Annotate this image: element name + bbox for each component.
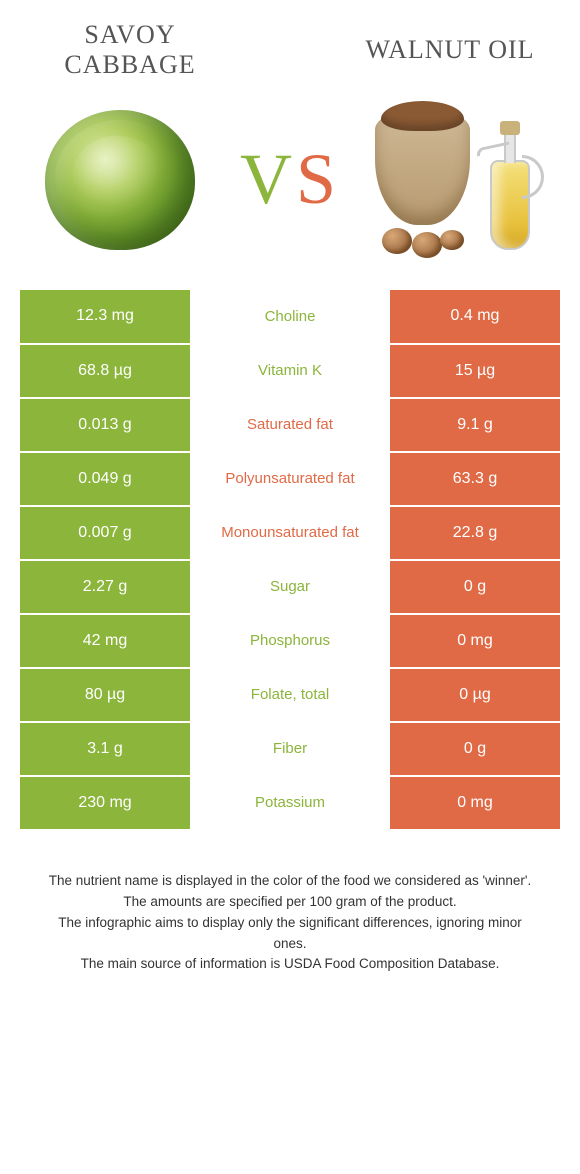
table-row: 3.1 gFiber0 g (20, 722, 560, 776)
footer-line-1: The nutrient name is displayed in the co… (40, 871, 540, 892)
right-value-cell: 0 g (390, 722, 560, 776)
right-value-cell: 63.3 g (390, 452, 560, 506)
left-value-cell: 2.27 g (20, 560, 190, 614)
nutrient-table: 12.3 mgCholine0.4 mg68.8 µgVitamin K15 µ… (20, 290, 560, 831)
left-food-image (30, 100, 210, 260)
left-value-cell: 42 mg (20, 614, 190, 668)
nutrient-name-cell: Monounsaturated fat (190, 506, 390, 560)
right-value-cell: 0.4 mg (390, 290, 560, 344)
right-value-cell: 9.1 g (390, 398, 560, 452)
nutrient-name-cell: Sugar (190, 560, 390, 614)
right-value-cell: 15 µg (390, 344, 560, 398)
table-row: 68.8 µgVitamin K15 µg (20, 344, 560, 398)
footer-line-2: The amounts are specified per 100 gram o… (40, 892, 540, 913)
right-value-cell: 0 µg (390, 668, 560, 722)
nutrient-name-cell: Potassium (190, 776, 390, 830)
table-row: 2.27 gSugar0 g (20, 560, 560, 614)
vs-v: V (240, 139, 296, 219)
table-row: 0.013 gSaturated fat9.1 g (20, 398, 560, 452)
right-value-cell: 0 g (390, 560, 560, 614)
left-value-cell: 0.007 g (20, 506, 190, 560)
left-value-cell: 0.013 g (20, 398, 190, 452)
left-food-title: Savoy cabbage (30, 20, 230, 80)
nutrient-name-cell: Phosphorus (190, 614, 390, 668)
table-row: 0.049 gPolyunsaturated fat63.3 g (20, 452, 560, 506)
walnut-oil-icon (370, 100, 550, 260)
vs-label: VS (240, 138, 340, 221)
table-row: 230 mgPotassium0 mg (20, 776, 560, 830)
left-value-cell: 3.1 g (20, 722, 190, 776)
left-value-cell: 0.049 g (20, 452, 190, 506)
nutrient-name-cell: Folate, total (190, 668, 390, 722)
table-row: 80 µgFolate, total0 µg (20, 668, 560, 722)
right-food-image (370, 100, 550, 260)
footer-line-4: The main source of information is USDA F… (40, 954, 540, 975)
table-row: 42 mgPhosphorus0 mg (20, 614, 560, 668)
nutrient-name-cell: Choline (190, 290, 390, 344)
right-food-title: Walnut oil (350, 35, 550, 65)
infographic-root: Savoy cabbage Walnut oil VS (0, 0, 580, 975)
image-row: VS (0, 90, 580, 290)
nutrient-name-cell: Fiber (190, 722, 390, 776)
table-row: 12.3 mgCholine0.4 mg (20, 290, 560, 344)
nutrient-name-cell: Saturated fat (190, 398, 390, 452)
header-left: Savoy cabbage (30, 20, 230, 80)
right-value-cell: 0 mg (390, 776, 560, 830)
left-value-cell: 230 mg (20, 776, 190, 830)
cabbage-icon (45, 110, 195, 250)
left-value-cell: 80 µg (20, 668, 190, 722)
left-value-cell: 68.8 µg (20, 344, 190, 398)
nutrient-name-cell: Polyunsaturated fat (190, 452, 390, 506)
right-value-cell: 0 mg (390, 614, 560, 668)
nutrient-name-cell: Vitamin K (190, 344, 390, 398)
left-value-cell: 12.3 mg (20, 290, 190, 344)
header: Savoy cabbage Walnut oil (0, 0, 580, 90)
vs-s: S (296, 139, 340, 219)
table-row: 0.007 gMonounsaturated fat22.8 g (20, 506, 560, 560)
footer-line-3: The infographic aims to display only the… (40, 913, 540, 955)
header-right: Walnut oil (350, 35, 550, 65)
footer-notes: The nutrient name is displayed in the co… (40, 871, 540, 976)
right-value-cell: 22.8 g (390, 506, 560, 560)
